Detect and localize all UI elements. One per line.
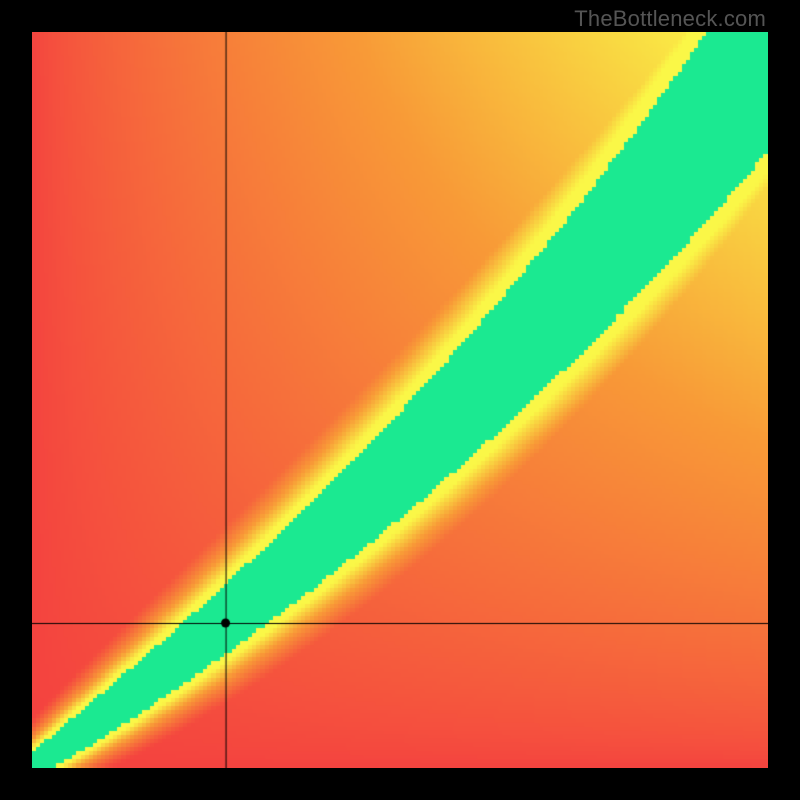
plot-area [32, 32, 768, 768]
chart-container: TheBottleneck.com [0, 0, 800, 800]
watermark-text: TheBottleneck.com [574, 6, 766, 32]
heatmap-canvas [32, 32, 768, 768]
